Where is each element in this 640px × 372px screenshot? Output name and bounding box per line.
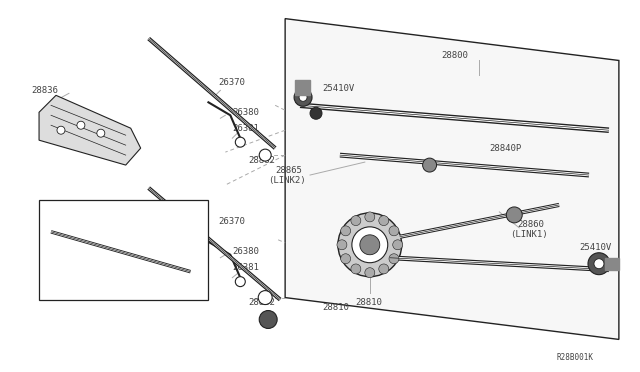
Circle shape [365,268,375,278]
Circle shape [351,216,361,225]
Text: 26380: 26380 [232,108,259,117]
Circle shape [77,121,85,129]
Circle shape [389,226,399,236]
Circle shape [365,212,375,222]
Circle shape [310,107,322,119]
Circle shape [340,226,351,236]
Circle shape [379,264,388,274]
Circle shape [340,254,351,264]
Text: 28882: 28882 [248,155,275,164]
Text: 28860: 28860 [517,220,544,230]
Text: R28B001K: R28B001K [557,353,594,362]
Polygon shape [285,19,619,339]
Polygon shape [605,258,619,270]
Text: 28836: 28836 [31,86,58,95]
Text: 26381: 26381 [232,124,259,133]
Circle shape [259,149,271,161]
Text: 25410V: 25410V [579,243,611,252]
Polygon shape [39,95,141,165]
Circle shape [338,213,402,277]
Circle shape [337,240,347,250]
Text: WIPER BLADE REFILLS: WIPER BLADE REFILLS [53,282,155,291]
Text: 26373M: 26373M [155,258,187,267]
Circle shape [379,216,388,225]
Text: 28810: 28810 [355,298,381,307]
Text: 26381: 26381 [232,263,259,272]
Circle shape [294,89,312,106]
Circle shape [97,129,105,137]
Circle shape [588,253,610,275]
Circle shape [422,158,436,172]
Text: 28840P: 28840P [490,144,522,153]
Polygon shape [295,80,310,95]
Text: (LINK1): (LINK1) [510,230,548,239]
FancyBboxPatch shape [39,200,209,299]
Circle shape [393,240,403,250]
Text: 28800: 28800 [441,51,468,60]
Circle shape [236,277,245,286]
Text: 28810: 28810 [322,303,349,312]
Circle shape [57,126,65,134]
Text: 28865: 28865 [275,166,302,174]
Circle shape [352,227,388,263]
Circle shape [506,207,522,223]
Text: (LINK2): (LINK2) [268,176,306,185]
Text: 26380: 26380 [232,247,259,256]
Text: 28882: 28882 [248,298,275,307]
Circle shape [258,291,272,305]
Text: 26370: 26370 [218,78,245,87]
Circle shape [299,93,307,101]
Circle shape [389,254,399,264]
Circle shape [259,311,277,328]
Circle shape [594,259,604,269]
Text: 26370: 26370 [218,217,245,227]
Circle shape [360,235,380,255]
Circle shape [236,137,245,147]
Circle shape [351,264,361,274]
Text: 25410V: 25410V [322,84,355,93]
